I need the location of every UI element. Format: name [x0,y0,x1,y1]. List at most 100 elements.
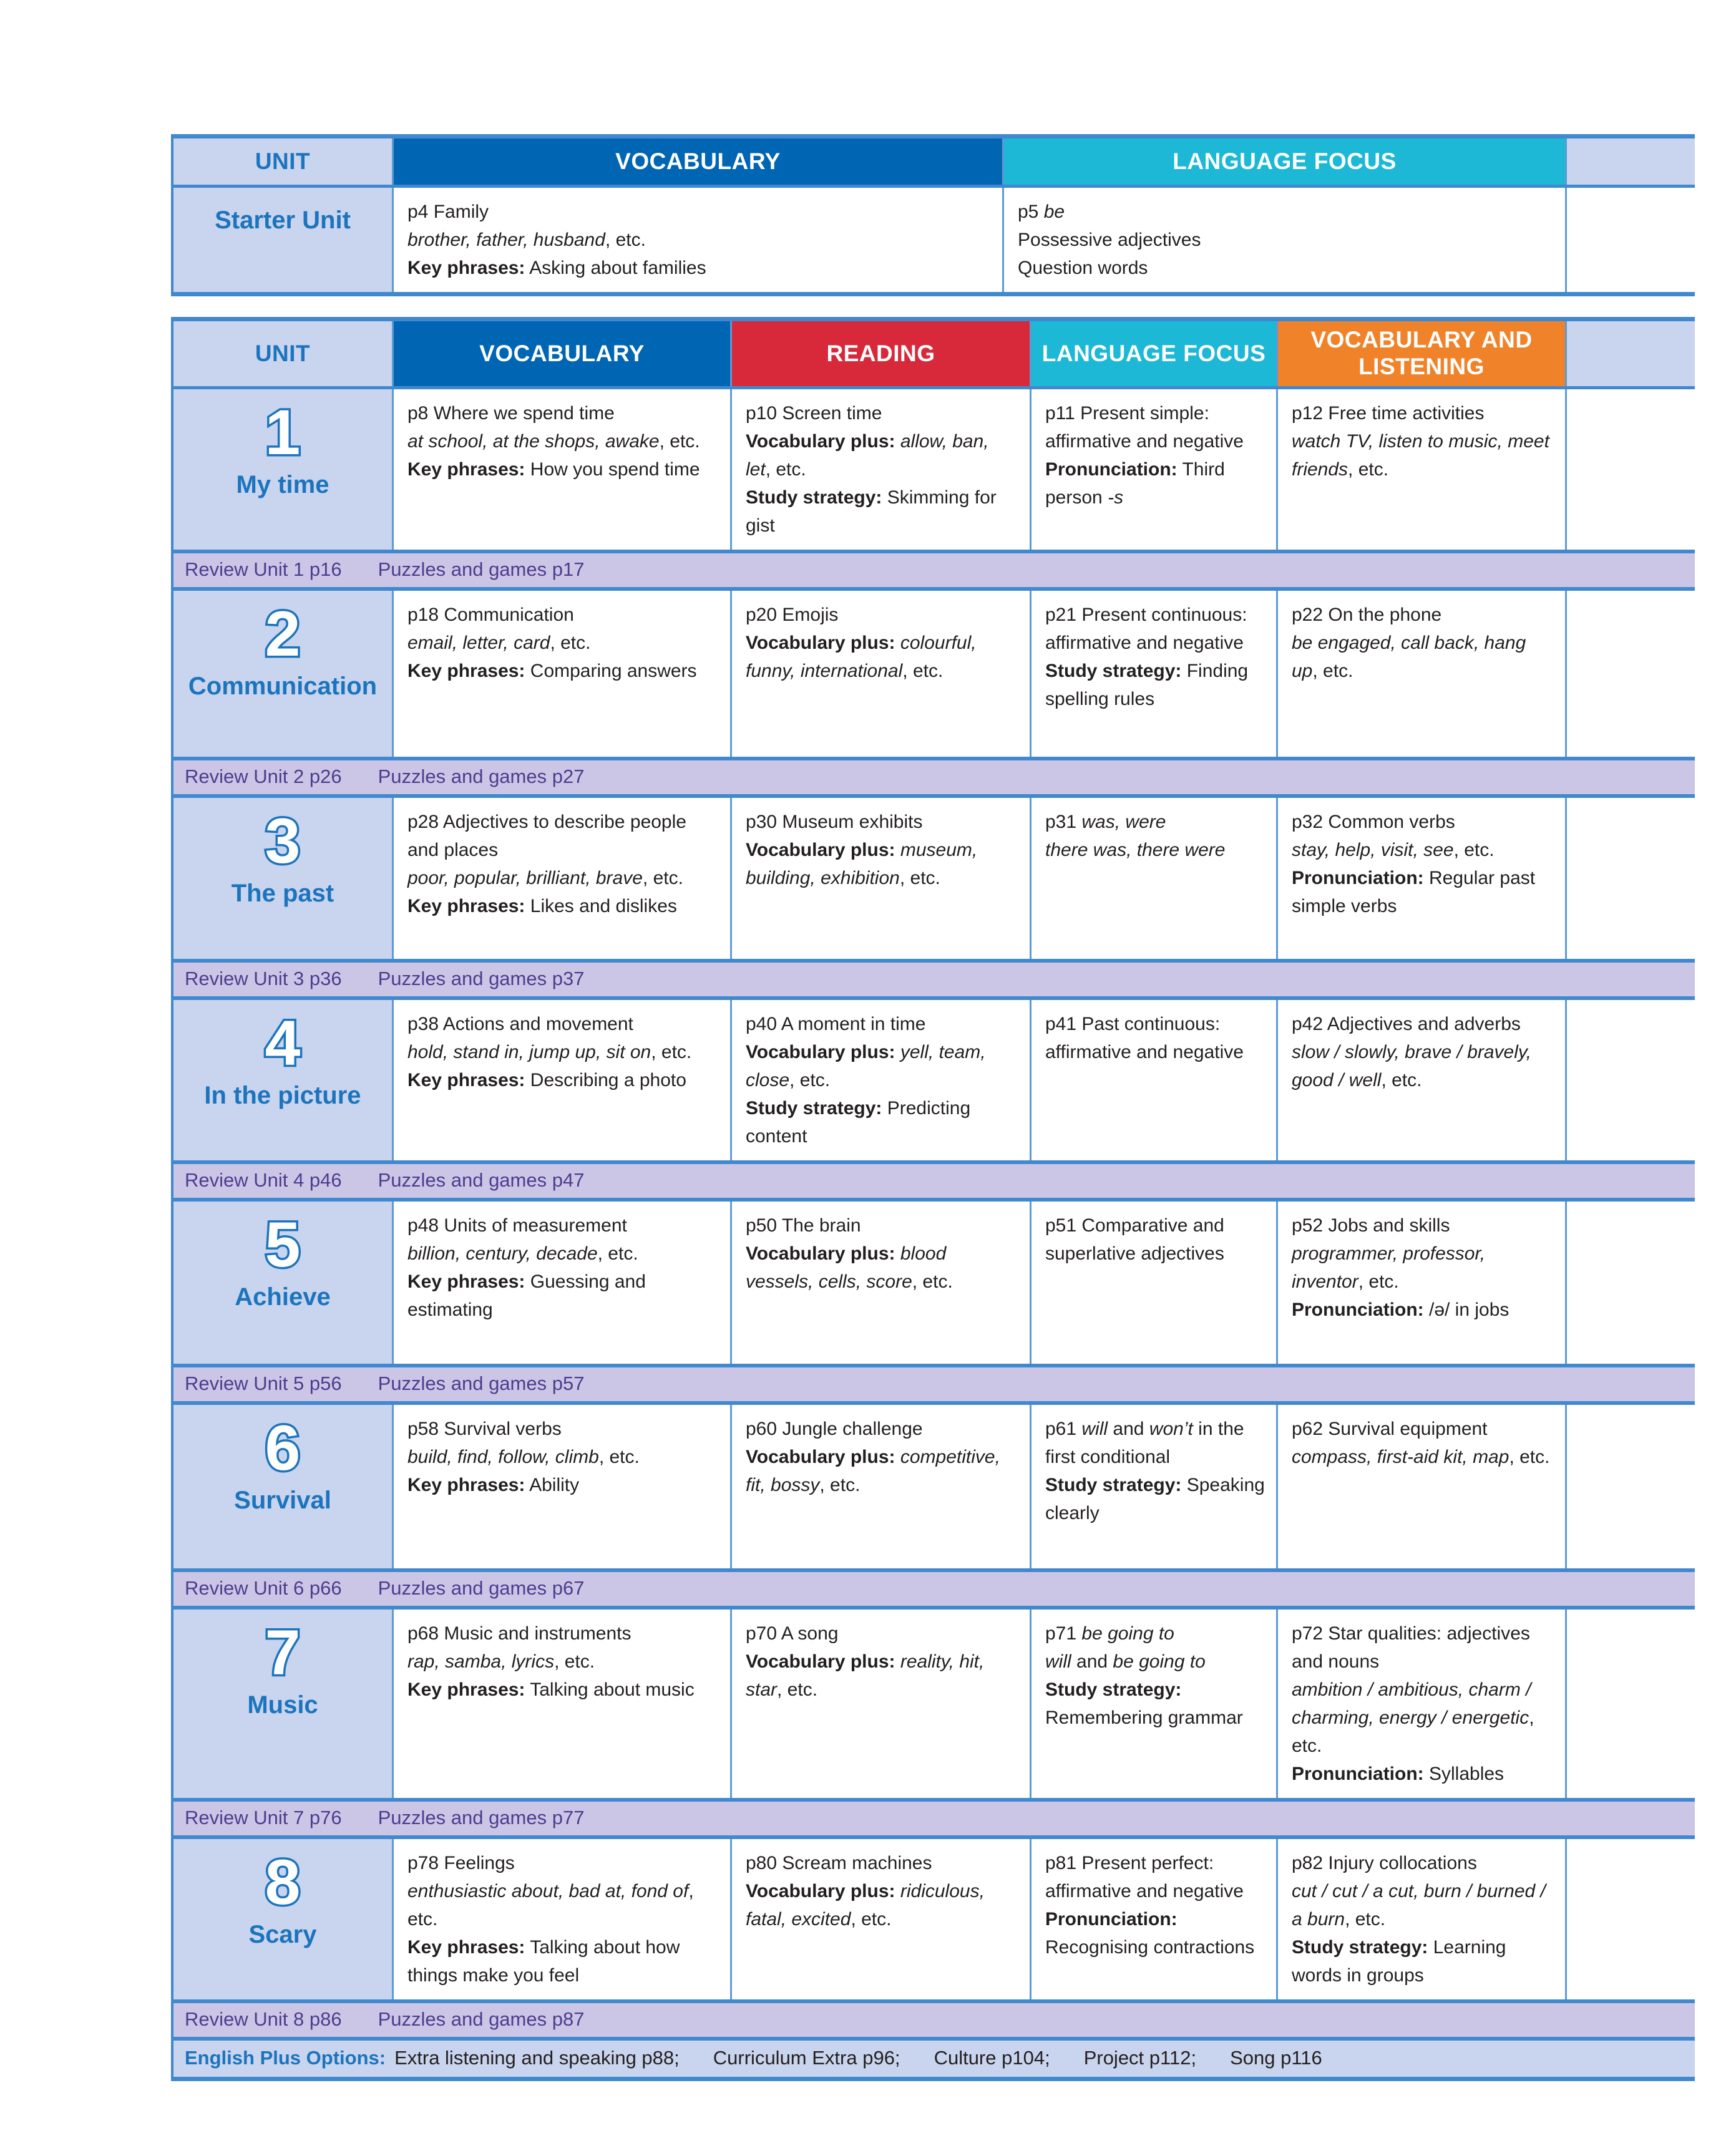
vocabulary-cell: p78 Feelings enthusiastic about, bad at, … [392,1839,730,1999]
text-line: Vocabulary plus: blood vessels, cells, s… [746,1243,953,1292]
empty-cell [1565,591,1695,757]
text-line: Key phrases: Comparing answers [407,661,697,681]
review-row: Review Unit 8 p86 Puzzles and games p87 [173,1999,1695,2041]
unit-number: 8 [263,1847,303,1918]
header-language-focus: LANGUAGE FOCUS [1030,321,1276,386]
review-row: Review Unit 5 p56 Puzzles and games p57 [173,1364,1695,1405]
text-line: p58 Survival verbs [407,1419,562,1439]
unit-cell: 5 Achieve [173,1202,392,1364]
unit-row: 1 My time p8 Where we spend time at schoo… [173,389,1695,550]
option-song: Song p116 [1230,2047,1322,2069]
vocabulary-cell: p18 Communication email, letter, card, et… [392,591,730,757]
unit-name: Music [247,1691,318,1719]
text-line: Study strategy: Remembering grammar [1045,1679,1243,1728]
reading-cell: p20 Emojis Vocabulary plus: colourful, fu… [730,591,1030,757]
text-line: p4 Family [407,202,489,222]
unit-row: 6 Survival p58 Survival verbs build, find… [173,1405,1695,1568]
empty-cell [1565,1610,1695,1798]
puzzles-games-label: Puzzles and games p77 [378,1807,585,1828]
vocabulary-listening-cell: p42 Adjectives and adverbs slow / slowly,… [1276,1000,1565,1160]
text-line: Study strategy: Skimming for gist [746,487,997,536]
empty-cell [1565,1000,1695,1160]
text-line: Key phrases: Describing a photo [407,1070,686,1090]
text-line: Key phrases: Asking about families [407,258,706,278]
review-row: Review Unit 4 p46 Puzzles and games p47 [173,1160,1695,1202]
option-curriculum-extra: Curriculum Extra p96; [713,2047,900,2069]
vocabulary-listening-cell: p32 Common verbs stay, help, visit, see, … [1276,798,1565,959]
text-line: Vocabulary plus: museum, building, exhib… [746,840,978,888]
unit-row: 2 Communication p18 Communication email, … [173,591,1695,757]
language-focus-cell: p51 Comparative and superlative adjectiv… [1030,1202,1276,1364]
starter-language-focus-cell: p5 be Possessive adjectives Question words [1002,188,1565,292]
text-line: email, letter, card, etc. [407,633,591,653]
unit-cell: 2 Communication [173,591,392,757]
header-unit: UNIT [173,138,392,185]
text-line: watch TV, listen to music, meet friends,… [1292,431,1549,480]
english-plus-options-label: English Plus Options: [185,2047,386,2069]
unit-name: Achieve [235,1283,331,1311]
text-line: p20 Emojis [746,605,839,625]
vocabulary-cell: p58 Survival verbs build, find, follow, c… [392,1405,730,1568]
vocabulary-cell: p28 Adjectives to describe people and pl… [392,798,730,959]
text-line: compass, first-aid kit, map, etc. [1292,1447,1550,1467]
text-line: will and be going to [1045,1651,1206,1672]
text-line: p22 On the phone [1292,605,1442,625]
text-line: p21 Present continuous: affirmative and … [1045,605,1247,653]
text-line: Key phrases: Ability [407,1475,580,1495]
text-line: billion, century, decade, etc. [407,1243,638,1264]
text-line: build, find, follow, climb, etc. [407,1447,640,1467]
vocabulary-listening-cell: p12 Free time activities watch TV, listen… [1276,389,1565,550]
unit-rows: 1 My time p8 Where we spend time at schoo… [173,389,1695,2041]
text-line: p68 Music and instruments [407,1623,631,1644]
review-row: Review Unit 3 p36 Puzzles and games p37 [173,959,1695,1000]
unit-block: 2 Communication p18 Communication email, … [173,591,1695,798]
text-line: p5 be [1018,202,1065,222]
text-line: p32 Common verbs [1292,812,1455,832]
text-line: Vocabulary plus: reality, hit, star, etc… [746,1651,985,1700]
text-line: Study strategy: Learning words in groups [1292,1937,1506,1986]
vocabulary-cell: p38 Actions and movement hold, stand in, … [392,1000,730,1160]
reading-cell: p60 Jungle challenge Vocabulary plus: com… [730,1405,1030,1568]
text-line: p50 The brain [746,1215,861,1236]
text-line: there was, there were [1045,840,1226,860]
empty-cell [1565,798,1695,959]
text-line: p18 Communication [407,605,574,625]
unit-row: 3 The past p28 Adjectives to describe pe… [173,798,1695,959]
unit-name: My time [236,471,329,499]
vocabulary-listening-cell: p72 Star qualities: adjectives and nouns… [1276,1610,1565,1798]
text-line: Key phrases: How you spend time [407,459,700,480]
units-table-header-row: UNIT VOCABULARY READING LANGUAGE FOCUS V… [173,321,1695,389]
header-vocabulary-label: VOCABULARY [479,340,645,366]
reading-cell: p80 Scream machines Vocabulary plus: ridi… [730,1839,1030,1999]
unit-block: 6 Survival p58 Survival verbs build, find… [173,1405,1695,1610]
text-line: programmer, professor, inventor, etc. [1292,1243,1486,1292]
text-line: Vocabulary plus: yell, team, close, etc. [746,1042,986,1090]
empty-cell [1565,1202,1695,1364]
text-line: rap, samba, lyrics, etc. [407,1651,595,1672]
text-line: p38 Actions and movement [407,1014,633,1034]
text-line: hold, stand in, jump up, sit on, etc. [407,1042,692,1062]
text-line: brother, father, husband, etc. [407,230,646,250]
text-line: p51 Comparative and superlative adjectiv… [1045,1215,1224,1264]
unit-block: 3 The past p28 Adjectives to describe pe… [173,798,1695,1000]
text-line: Key phrases: Guessing and estimating [407,1271,646,1320]
text-line: Vocabulary plus: allow, ban, let, etc. [746,431,989,480]
text-line: p12 Free time activities [1292,403,1485,424]
starter-unit-title: Starter Unit [215,206,351,234]
text-line: p28 Adjectives to describe people and pl… [407,812,686,860]
language-focus-cell: p11 Present simple: affirmative and nega… [1030,389,1276,550]
puzzles-games-label: Puzzles and games p47 [378,1169,585,1191]
text-line: p41 Past continuous: affirmative and neg… [1045,1014,1244,1062]
text-line: slow / slowly, brave / bravely, good / w… [1292,1042,1532,1090]
header-unit-label: UNIT [255,148,311,174]
puzzles-games-label: Puzzles and games p37 [378,968,585,989]
units-table: UNIT VOCABULARY READING LANGUAGE FOCUS V… [171,317,1695,2081]
text-line: p80 Scream machines [746,1853,932,1873]
reading-cell: p50 The brain Vocabulary plus: blood vess… [730,1202,1030,1364]
text-line: enthusiastic about, bad at, fond of, etc… [407,1881,694,1930]
text-line: Pronunciation: Recognising contractions [1045,1909,1255,1958]
option-project: Project p112; [1083,2047,1197,2069]
starter-unit-cell: Starter Unit [173,188,392,292]
empty-cell [1565,389,1695,550]
header-language-focus-label: LANGUAGE FOCUS [1041,340,1266,366]
